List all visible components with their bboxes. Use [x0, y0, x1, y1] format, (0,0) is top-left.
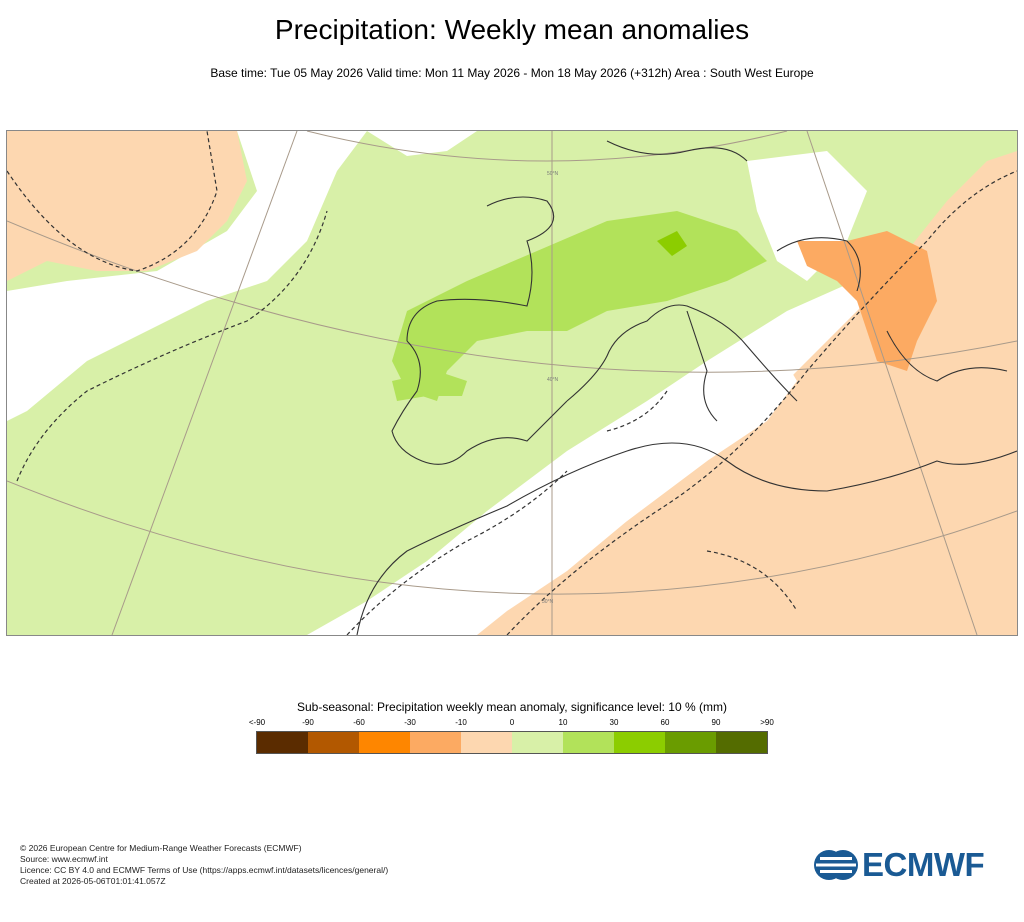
legend-colorbar: [256, 731, 768, 754]
legend-tick: 60: [660, 718, 670, 727]
legend-tick: -60: [353, 718, 365, 727]
legend-tick: -10: [455, 718, 467, 727]
legend-swatch-5: [512, 732, 563, 753]
white-area-north: [367, 131, 477, 156]
legend-tick: >90: [760, 718, 774, 727]
ecmwf-logo: ECMWF: [812, 846, 1008, 884]
legend-title: Sub-seasonal: Precipitation weekly mean …: [297, 700, 727, 714]
legend-tick: <-90: [248, 718, 266, 727]
legend-tick: 10: [558, 718, 568, 727]
ecmwf-logo-mark-icon: [814, 850, 858, 880]
lat-label-50: 50°N: [547, 171, 559, 177]
legend-tick: -90: [302, 718, 314, 727]
legend-swatch-6: [563, 732, 614, 753]
lat-label-30: 30°N: [542, 599, 554, 605]
graticule: [7, 131, 1017, 635]
legend-swatch-8: [665, 732, 716, 753]
footer-copyright: © 2026 European Centre for Medium-Range …: [20, 843, 302, 853]
ecmwf-logo-text: ECMWF: [862, 846, 985, 883]
white-area-west: [7, 131, 367, 421]
white-area-mediterranean: [357, 331, 797, 635]
lat-label-40: 40°N: [547, 377, 559, 383]
legend-tick: -30: [404, 718, 416, 727]
legend-swatch-7: [614, 732, 665, 753]
legend-swatch-3: [410, 732, 461, 753]
legend-swatch-0: [257, 732, 308, 753]
significance-contours: [7, 131, 1017, 635]
footer-created: Created at 2026-05-06T01:01:41.057Z: [20, 876, 166, 886]
legend-swatch-1: [308, 732, 359, 753]
legend-swatch-2: [359, 732, 410, 753]
green-area-iberia-north: [392, 371, 467, 401]
legend-swatch-4: [461, 732, 512, 753]
map-canvas: 50°N 40°N 30°N: [7, 131, 1017, 635]
light-orange-area-southeast: [467, 151, 1017, 635]
legend-tick: 0: [509, 718, 515, 727]
footer-credits: © 2026 European Centre for Medium-Range …: [20, 843, 388, 887]
anomaly-map: 50°N 40°N 30°N: [6, 130, 1018, 636]
legend-tick: 90: [711, 718, 721, 727]
footer-licence: Licence: CC BY 4.0 and ECMWF Terms of Us…: [20, 865, 389, 875]
green-area-france: [392, 211, 767, 401]
legend-swatch-9: [716, 732, 767, 753]
dark-green-area-alps: [657, 231, 687, 256]
page-subtitle: Base time: Tue 05 May 2026 Valid time: M…: [210, 66, 814, 80]
footer-source: Source: www.ecmwf.int: [20, 854, 108, 864]
page-title: Precipitation: Weekly mean anomalies: [274, 14, 750, 45]
coastlines: [356, 140, 1017, 635]
light-orange-area-northwest: [7, 131, 247, 281]
legend-ticks: <-90 -90 -60 -30 -10 0 10 30 60 90 >90: [0, 718, 1024, 730]
legend-tick: 30: [609, 718, 619, 727]
